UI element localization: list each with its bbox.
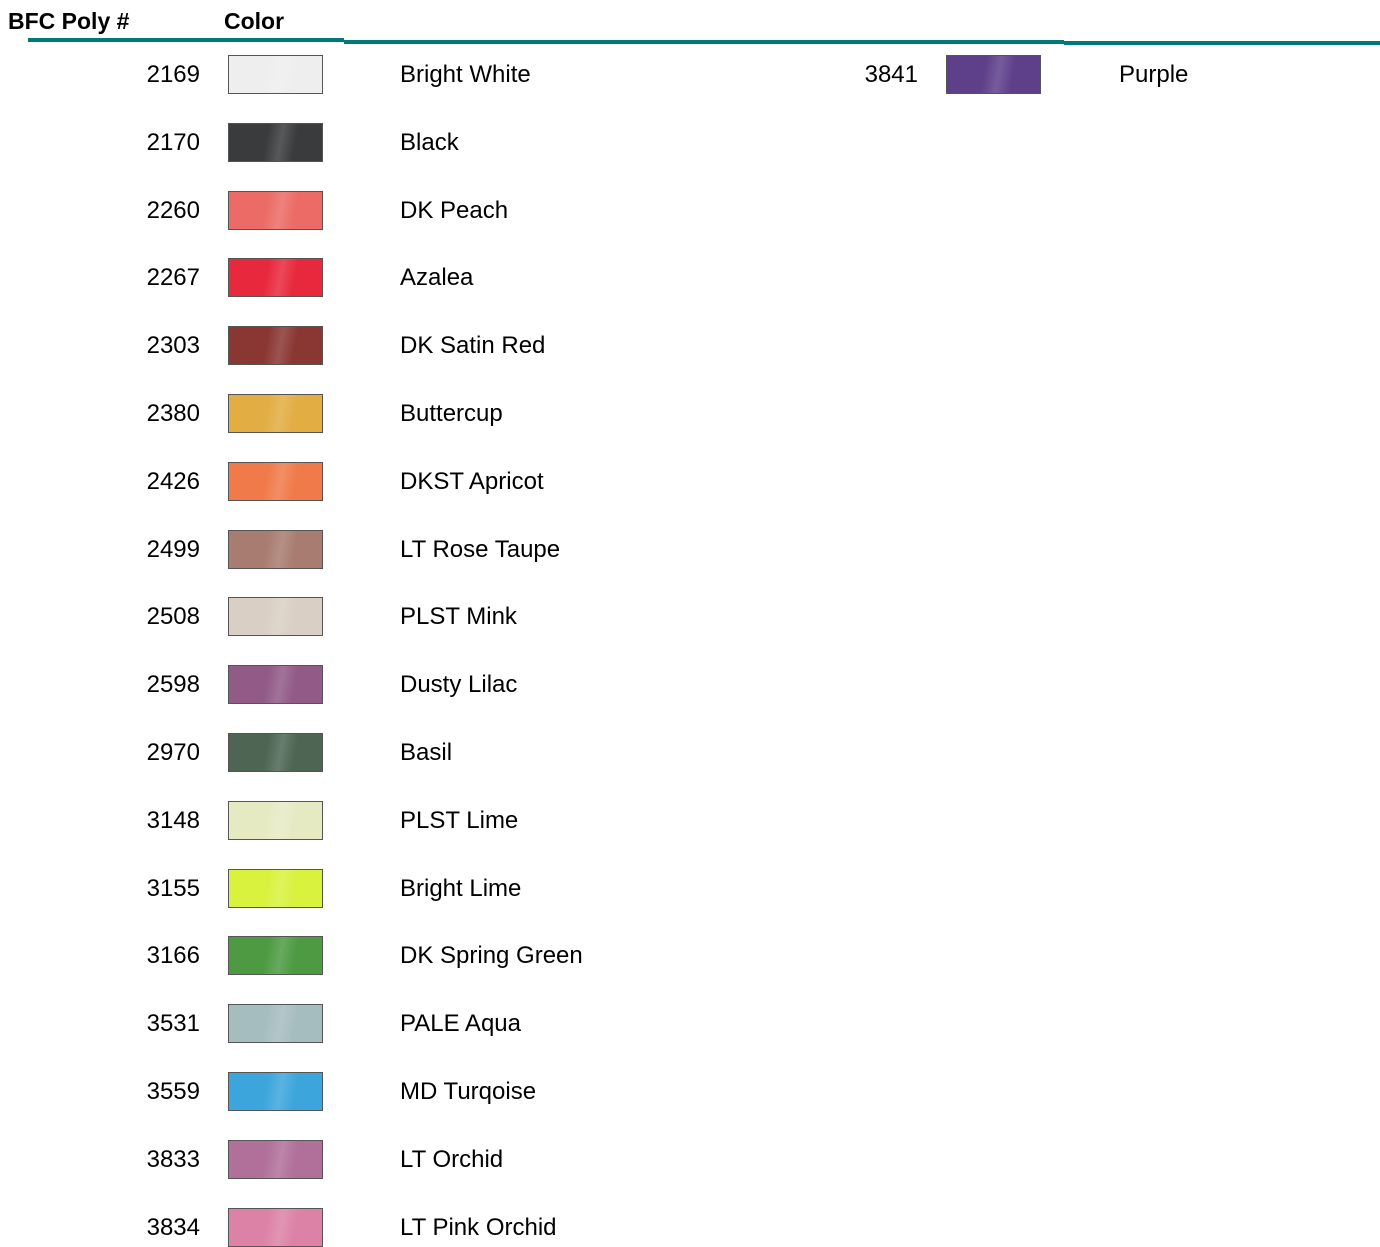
color-name: DKST Apricot <box>400 467 544 495</box>
thread-number: 2970 <box>146 739 200 766</box>
color-name: Buttercup <box>400 400 503 427</box>
color-swatch <box>228 868 323 908</box>
thread-number: 3833 <box>146 1145 200 1173</box>
color-name: PALE Aqua <box>400 1010 521 1038</box>
thread-number: 3531 <box>146 1010 200 1038</box>
thread-number: 2508 <box>146 603 200 631</box>
color-swatch <box>228 258 323 298</box>
color-swatch <box>228 326 323 366</box>
color-header: Color <box>224 8 285 34</box>
thread-number: 2169 <box>146 61 200 88</box>
color-name: Basil <box>400 739 453 766</box>
thread-number: 2380 <box>146 400 200 427</box>
thread-number: 2499 <box>146 535 200 563</box>
thread-number: 3834 <box>146 1213 200 1241</box>
thread-number: 2267 <box>146 264 200 292</box>
color-name: Dusty Lilac <box>400 671 518 699</box>
thread-number: 2598 <box>146 671 200 699</box>
color-swatch <box>946 55 1041 94</box>
color-swatch <box>228 597 323 637</box>
color-swatch <box>228 665 323 705</box>
color-name: Purple <box>1119 61 1189 88</box>
color-name: MD Turqoise <box>400 1078 537 1105</box>
color-name: Black <box>400 128 459 156</box>
color-name: DK Spring Green <box>400 942 583 970</box>
color-name: PLST Mink <box>400 603 517 631</box>
thread-number: 2426 <box>146 467 200 495</box>
number-header: BFC Poly # <box>8 8 130 34</box>
header-rule <box>1064 41 1380 45</box>
color-name: LT Orchid <box>400 1145 504 1173</box>
header-rule <box>28 38 344 42</box>
thread-number: 2170 <box>146 128 200 156</box>
header-rule <box>344 40 1064 44</box>
color-swatch <box>228 529 323 569</box>
color-name: Bright White <box>400 61 531 88</box>
thread-number: 3559 <box>146 1078 200 1105</box>
color-swatch <box>228 461 323 501</box>
color-swatch <box>228 733 323 772</box>
color-swatch <box>228 936 323 976</box>
color-name: LT Pink Orchid <box>400 1213 557 1241</box>
color-name: PLST Lime <box>400 806 519 834</box>
thread-number: 3166 <box>146 942 200 970</box>
color-swatch <box>228 122 323 162</box>
color-name: Bright Lime <box>400 874 522 902</box>
color-swatch <box>228 800 323 840</box>
thread-number: 3841 <box>864 61 918 88</box>
color-swatch <box>228 190 323 230</box>
thread-number: 2260 <box>146 196 200 224</box>
color-swatch <box>228 1139 323 1179</box>
color-name: LT Rose Taupe <box>400 535 561 563</box>
color-name: DK Peach <box>400 196 509 224</box>
color-name: DK Satin Red <box>400 332 546 360</box>
thread-number: 3148 <box>146 806 200 834</box>
color-swatch <box>228 1207 323 1247</box>
color-swatch <box>228 55 323 94</box>
color-swatch <box>228 1072 323 1111</box>
color-swatch <box>228 1004 323 1044</box>
color-swatch <box>228 394 323 433</box>
thread-number: 2303 <box>146 332 200 360</box>
color-name: Azalea <box>400 264 474 292</box>
thread-number: 3155 <box>146 874 200 902</box>
